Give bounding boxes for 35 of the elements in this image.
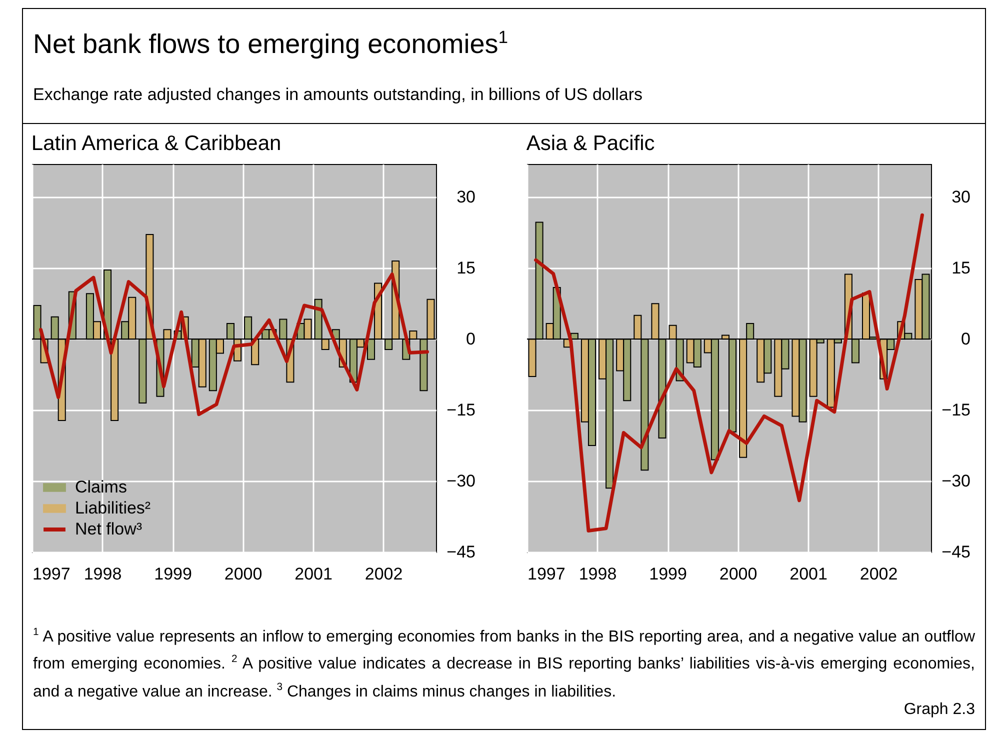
y-tick-label: 30	[952, 188, 970, 207]
x-tick-label: 1999	[649, 564, 687, 584]
legend-label: Liabilities²	[75, 498, 151, 518]
y-tick-label: −15	[942, 400, 970, 420]
chart-title: Latin America & Caribbean	[31, 132, 282, 155]
x-tick-label: 2001	[294, 564, 332, 584]
x-tick-label: 1997	[32, 564, 70, 584]
x-tick-label: 1998	[578, 564, 617, 584]
legend-label: Claims	[75, 478, 127, 496]
y-tick-label: −30	[446, 472, 476, 491]
y-tick-label: 30	[456, 188, 476, 207]
text: Exchange rate adjusted changes in amounts outstanding, in billions of US dollars	[33, 85, 643, 105]
line-series	[534, 213, 924, 532]
text: Net bank flows to emerging economies$^{1}$	[33, 27, 508, 60]
y-tick-label: 0	[961, 330, 970, 349]
y-tick-label: −30	[942, 472, 970, 491]
y-tick-label: −45	[942, 542, 970, 562]
y-tick-label: −15	[446, 400, 476, 420]
y-tick-label: 15	[952, 258, 970, 278]
text: $^{1}$ A positive value represents an inflow to emerging economies from banks in the BIS reporting area, and a negative value an outflow from emerging economies. $^{2}$ A positive value indicates a decrease in BIS reporting banks’ liabilities vis-à-vis emerging economies, and a negative value an increase. $^{3}$ Changes in claims minus changes in liabilities.	[33, 626, 976, 702]
x-tick-label: 2000	[224, 564, 262, 584]
x-tick-label: 2002	[860, 564, 898, 584]
x-tick-label: 2002	[364, 564, 403, 584]
y-tick-label: 0	[466, 330, 476, 349]
x-tick-label: 1999	[154, 564, 192, 584]
y-tick-label: 15	[456, 258, 476, 278]
x-tick-label: 2000	[719, 564, 758, 584]
x-tick-label: 1997	[528, 564, 566, 584]
caption: Graph 2.3	[904, 701, 975, 719]
x-tick-label: 1998	[84, 564, 122, 584]
y-tick-label: −45	[446, 542, 476, 562]
line-series	[39, 272, 429, 416]
legend-label: Net flow³	[75, 520, 142, 538]
chart-title: Asia & Pacific	[526, 132, 655, 155]
x-tick-label: 2001	[790, 564, 828, 584]
